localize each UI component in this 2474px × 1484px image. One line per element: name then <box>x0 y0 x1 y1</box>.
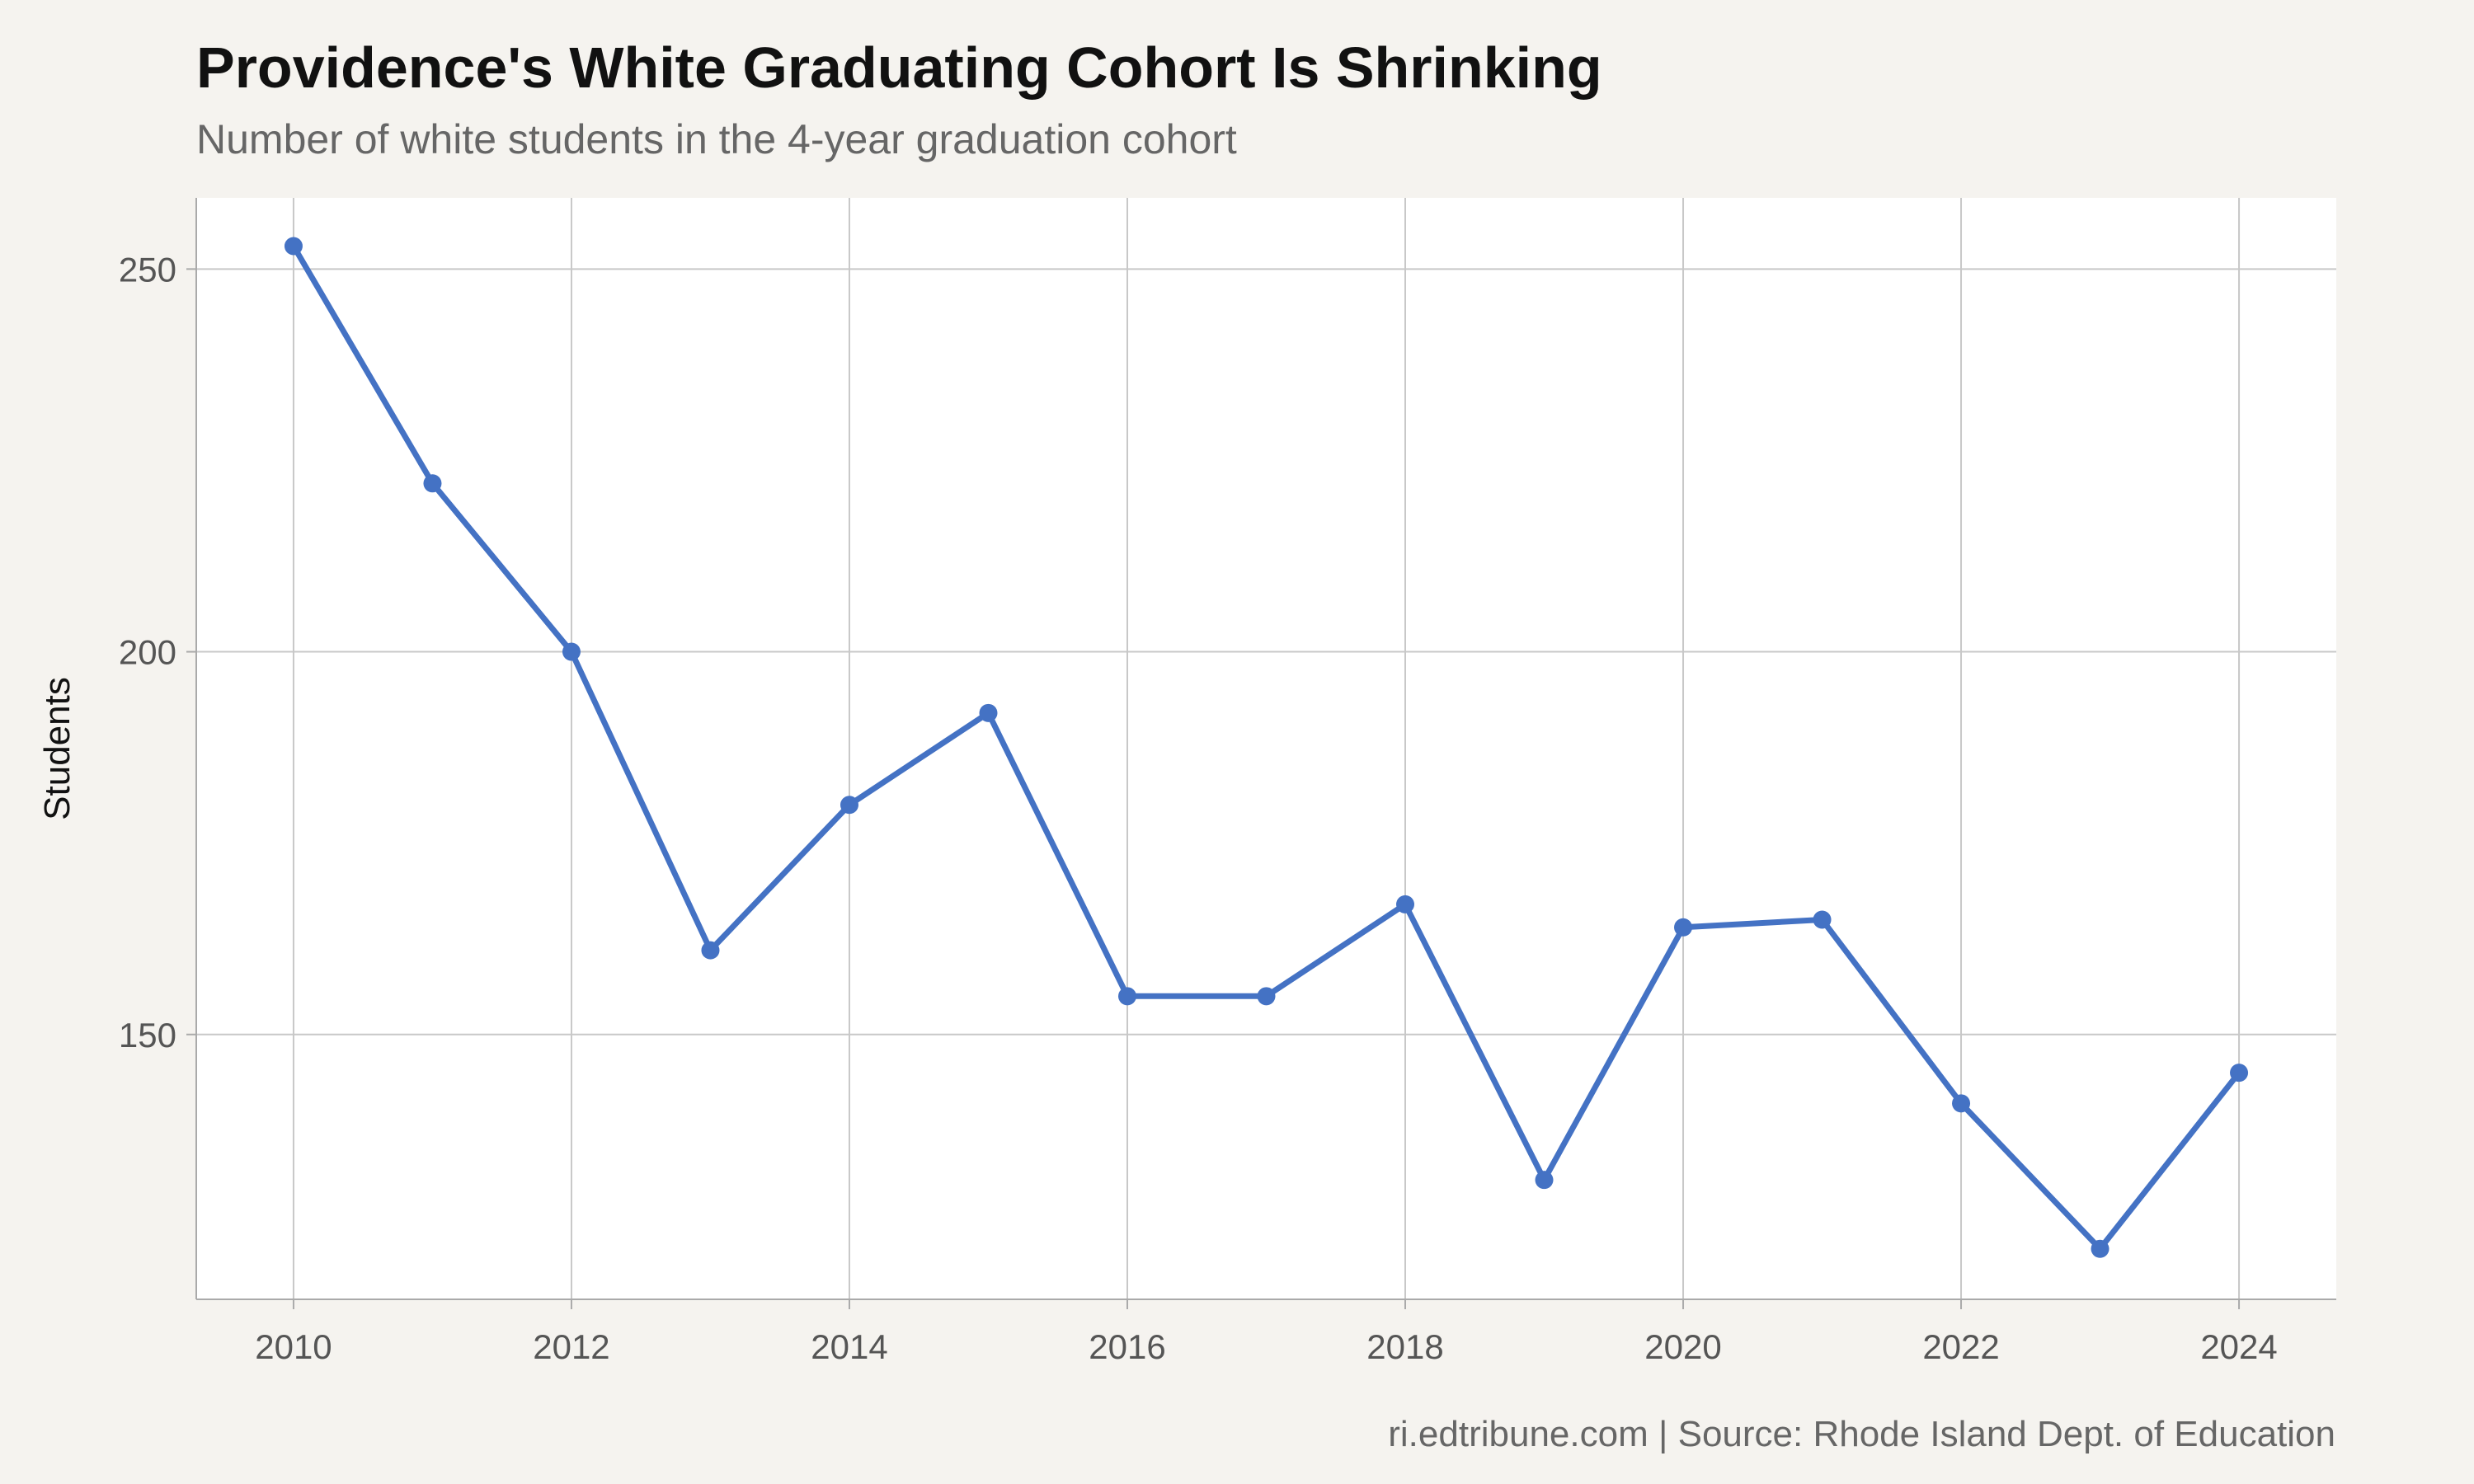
data-point <box>701 941 720 960</box>
x-tick-label: 2018 <box>1366 1327 1443 1366</box>
data-point <box>284 237 303 256</box>
data-series <box>284 237 2249 1258</box>
y-axis-title: Students <box>37 677 78 820</box>
data-point <box>1257 987 1276 1006</box>
data-point <box>1396 895 1415 913</box>
data-point <box>1674 918 1693 937</box>
data-point <box>1952 1094 1971 1113</box>
data-point <box>423 474 442 493</box>
y-tick-label: 200 <box>119 633 176 672</box>
y-tick-label: 250 <box>119 250 176 289</box>
plot-panel <box>196 198 2336 1299</box>
data-point <box>2091 1239 2109 1258</box>
x-tick-label: 2024 <box>2200 1327 2277 1366</box>
data-point <box>979 703 998 722</box>
data-point <box>1813 910 1832 929</box>
tick-labels: 2010 2012 2014 2016 2018 2020 2022 2024 150 200 25… <box>119 250 2278 1366</box>
data-point <box>1117 987 1136 1006</box>
x-tick-label: 2012 <box>533 1327 609 1366</box>
data-point <box>562 642 581 661</box>
x-tick-label: 2020 <box>1644 1327 1721 1366</box>
chart-subtitle: Number of white students in the 4-year g… <box>196 116 1237 162</box>
gridlines <box>196 198 2336 1299</box>
x-tick-label: 2016 <box>1089 1327 1165 1366</box>
data-point <box>2230 1064 2249 1082</box>
y-tick-label: 150 <box>119 1016 176 1054</box>
x-tick-label: 2014 <box>811 1327 887 1366</box>
data-point <box>1535 1171 1554 1190</box>
chart-title: Providence's White Graduating Cohort Is … <box>196 35 1602 100</box>
x-tick-label: 2010 <box>255 1327 332 1366</box>
x-tick-label: 2022 <box>1922 1327 1999 1366</box>
source-caption: ri.edtribune.com | Source: Rhode Island … <box>1388 1414 2335 1454</box>
data-point <box>840 796 858 815</box>
